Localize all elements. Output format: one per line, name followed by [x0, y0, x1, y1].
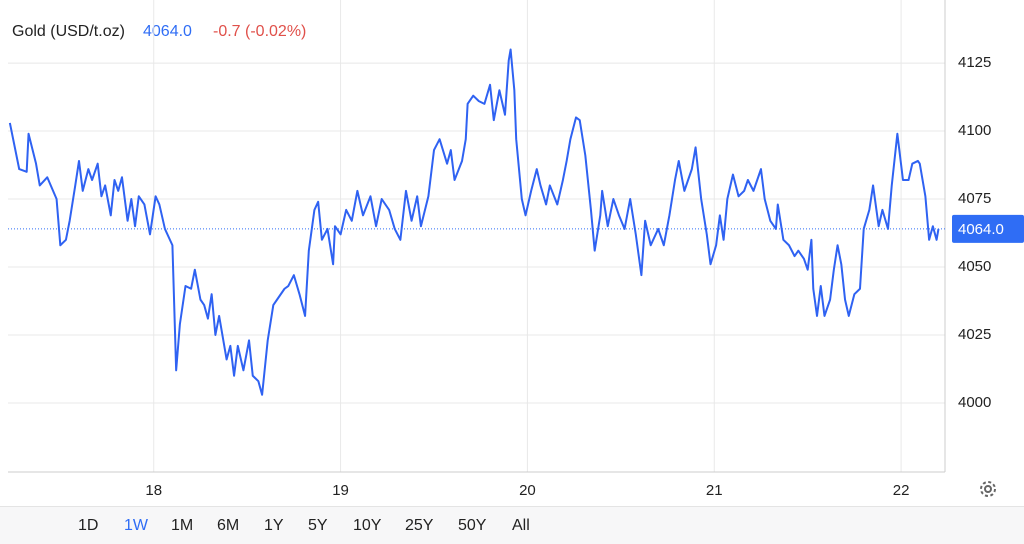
y-tick-label: 4025 — [958, 326, 991, 343]
y-tick-label: 4050 — [958, 258, 991, 275]
timeframe-button[interactable]: 25Y — [405, 517, 434, 534]
chart: Gold (USD/t.oz) 4064.0 -0.7 (-0.02%) 400… — [8, 0, 1024, 499]
timeframe-button[interactable]: 1Y — [264, 517, 284, 534]
chart-title: Gold (USD/t.oz) — [12, 23, 125, 40]
y-tick-label: 4125 — [958, 54, 991, 71]
last-price-tag — [952, 214, 1024, 243]
timeframe-button[interactable]: 1M — [171, 517, 194, 534]
x-tick-label: 22 — [893, 482, 910, 499]
x-tick-label: 20 — [519, 482, 536, 499]
settings-icon[interactable] — [980, 481, 996, 497]
timeframe-button[interactable]: 5Y — [308, 517, 328, 534]
timeframe-bar: 1D 1W 1M 6M 1Y 5Y 10Y 25Y 50Y All — [0, 506, 1024, 544]
timeframe-button[interactable]: 1D — [78, 517, 99, 534]
last-price-tag-label: 4064.0 — [958, 221, 1004, 238]
x-tick-label: 21 — [706, 482, 723, 499]
y-tick-label: 4000 — [958, 394, 991, 411]
x-tick-label: 19 — [332, 482, 349, 499]
timeframe-button[interactable]: 1W — [124, 517, 148, 534]
y-tick-label: 4100 — [958, 122, 991, 139]
timeframe-button[interactable]: 6M — [217, 517, 240, 534]
timeframe-button[interactable]: 50Y — [458, 517, 487, 534]
timeframe-button[interactable]: All — [512, 517, 530, 534]
price-line — [8, 48, 940, 396]
x-tick-label: 18 — [145, 482, 162, 499]
price-change: -0.7 (-0.02%) — [213, 23, 306, 40]
y-tick-label: 4075 — [958, 190, 991, 207]
last-price: 4064.0 — [143, 23, 192, 40]
timeframe-button[interactable]: 10Y — [353, 517, 382, 534]
